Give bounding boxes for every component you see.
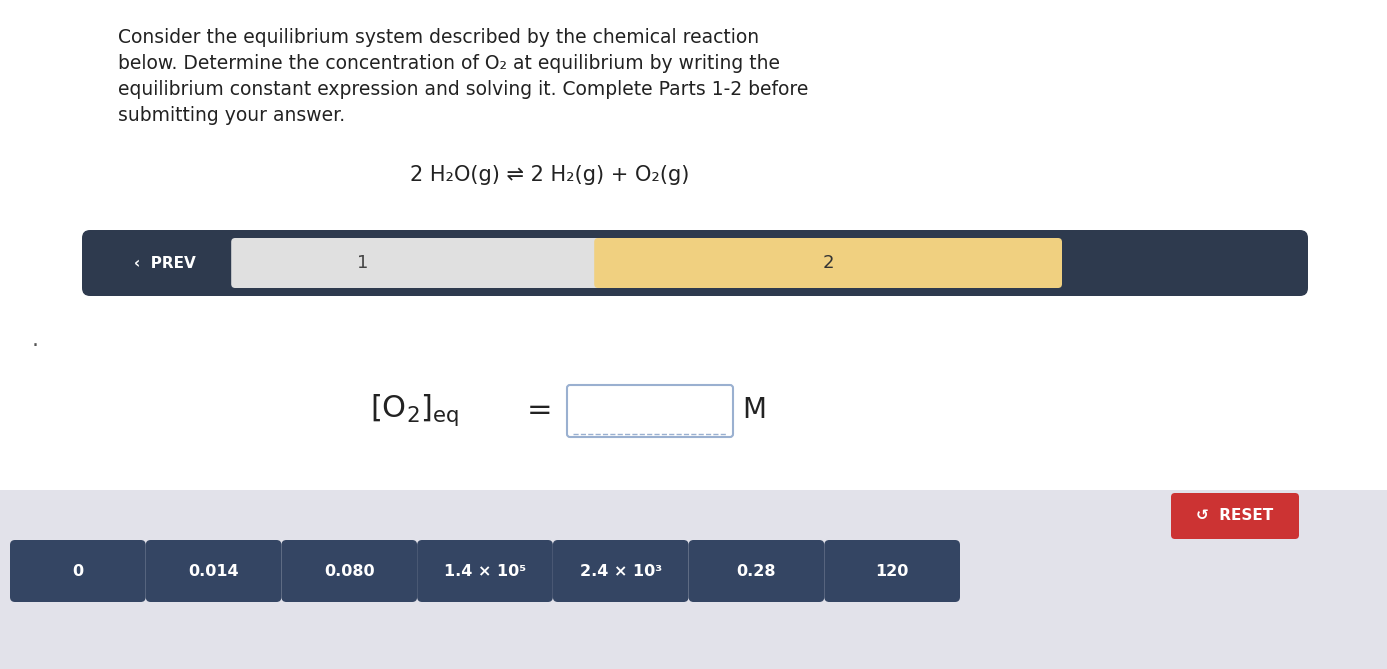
Text: M: M bbox=[742, 396, 766, 424]
Text: =: = bbox=[527, 395, 553, 425]
FancyBboxPatch shape bbox=[0, 490, 1387, 669]
FancyBboxPatch shape bbox=[824, 540, 960, 602]
FancyBboxPatch shape bbox=[567, 385, 732, 437]
Text: 0: 0 bbox=[72, 563, 83, 579]
FancyBboxPatch shape bbox=[688, 540, 824, 602]
Text: 0.080: 0.080 bbox=[325, 563, 374, 579]
Text: submitting your answer.: submitting your answer. bbox=[118, 106, 345, 125]
FancyBboxPatch shape bbox=[282, 540, 417, 602]
FancyBboxPatch shape bbox=[417, 540, 553, 602]
Text: 0.28: 0.28 bbox=[736, 563, 777, 579]
Text: below. Determine the concentration of O₂ at equilibrium by writing the: below. Determine the concentration of O₂… bbox=[118, 54, 779, 73]
FancyBboxPatch shape bbox=[594, 238, 1062, 288]
FancyBboxPatch shape bbox=[146, 540, 282, 602]
Text: ‹  PREV: ‹ PREV bbox=[135, 256, 196, 270]
Text: 2.4 × 10³: 2.4 × 10³ bbox=[580, 563, 662, 579]
Text: 1.4 × 10⁵: 1.4 × 10⁵ bbox=[444, 563, 526, 579]
Text: 2: 2 bbox=[822, 254, 834, 272]
Text: ↺  RESET: ↺ RESET bbox=[1197, 508, 1273, 524]
FancyBboxPatch shape bbox=[10, 540, 146, 602]
Text: Consider the equilibrium system described by the chemical reaction: Consider the equilibrium system describe… bbox=[118, 28, 759, 47]
FancyBboxPatch shape bbox=[553, 540, 688, 602]
FancyBboxPatch shape bbox=[232, 238, 602, 288]
FancyBboxPatch shape bbox=[82, 230, 1308, 296]
Text: 1: 1 bbox=[356, 254, 368, 272]
Text: equilibrium constant expression and solving it. Complete Parts 1-2 before: equilibrium constant expression and solv… bbox=[118, 80, 809, 99]
Text: 120: 120 bbox=[875, 563, 908, 579]
Text: $[\mathregular{O}_2]_{\mathregular{eq}}$: $[\mathregular{O}_2]_{\mathregular{eq}}$ bbox=[370, 392, 459, 428]
Text: 2 H₂O(g) ⇌ 2 H₂(g) + O₂(g): 2 H₂O(g) ⇌ 2 H₂(g) + O₂(g) bbox=[411, 165, 689, 185]
Text: 0.014: 0.014 bbox=[189, 563, 239, 579]
Text: .: . bbox=[32, 330, 39, 350]
FancyBboxPatch shape bbox=[1171, 493, 1300, 539]
